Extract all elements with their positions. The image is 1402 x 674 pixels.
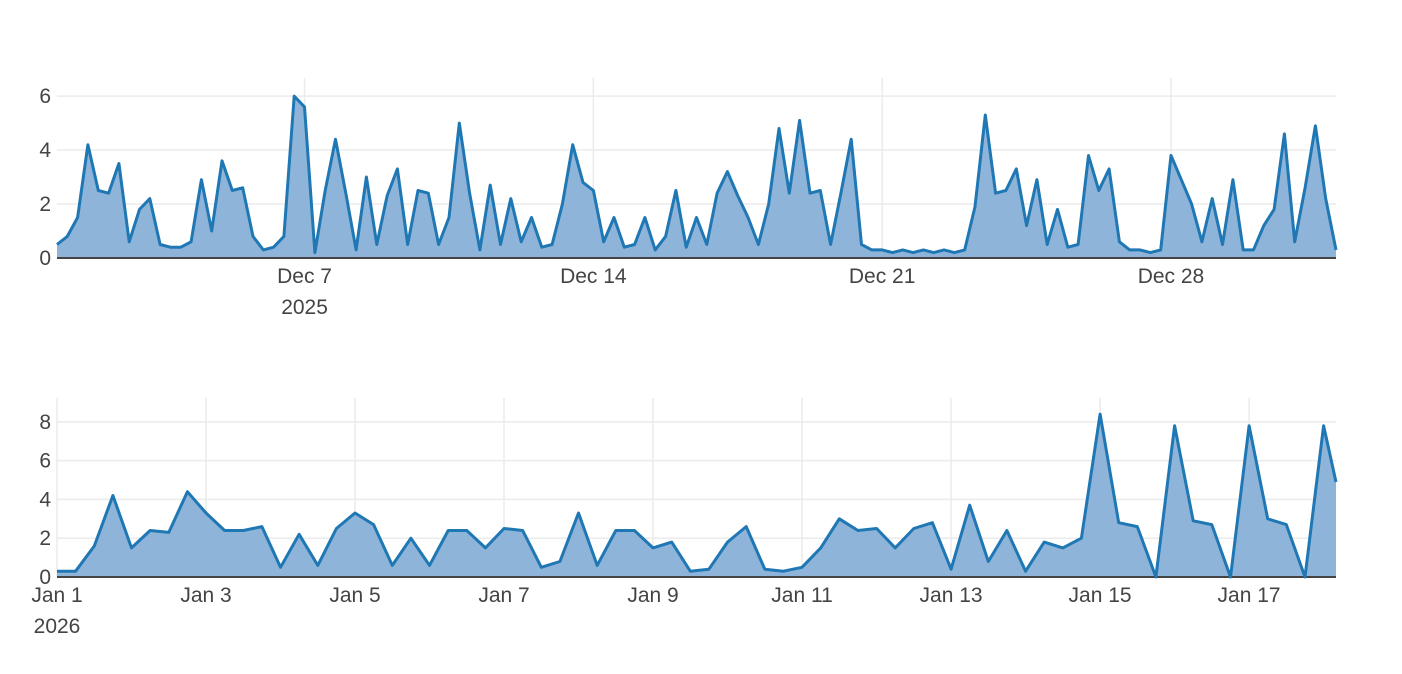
- x-tick-label: Dec 28: [1138, 265, 1205, 288]
- x-tick-label: Dec 14: [560, 265, 627, 288]
- y-tick-label: 4: [39, 488, 51, 511]
- x-tick-label: Jan 5: [329, 584, 380, 607]
- x-tick-label: Jan 15: [1069, 584, 1132, 607]
- x-tick-label: Dec 21: [849, 265, 916, 288]
- y-tick-label: 4: [39, 139, 51, 162]
- data-line: [57, 412, 1338, 579]
- x-tick-label: Jan 3: [180, 584, 231, 607]
- y-tick-label: 2: [39, 527, 51, 550]
- area-fill: [57, 414, 1336, 577]
- x-tick-label: Dec 7 2025: [277, 265, 332, 319]
- x-tick-label: Jan 9: [627, 584, 678, 607]
- y-tick-label: 6: [39, 450, 51, 473]
- x-tick-label: Jan 11: [771, 584, 833, 607]
- y-tick-label: 6: [39, 85, 51, 108]
- y-tick-label: 2: [39, 193, 51, 216]
- y-tick-label: 0: [39, 247, 51, 270]
- y-tick-label: 0: [39, 566, 51, 589]
- x-tick-label: Jan 13: [920, 584, 983, 607]
- x-tick-label: Jan 17: [1218, 584, 1281, 607]
- data-line: [56, 94, 1338, 255]
- x-tick-label: Jan 1 2026: [31, 584, 82, 638]
- y-tick-label: 8: [39, 411, 51, 434]
- x-tick-label: Jan 7: [478, 584, 529, 607]
- area-fill: [57, 96, 1336, 258]
